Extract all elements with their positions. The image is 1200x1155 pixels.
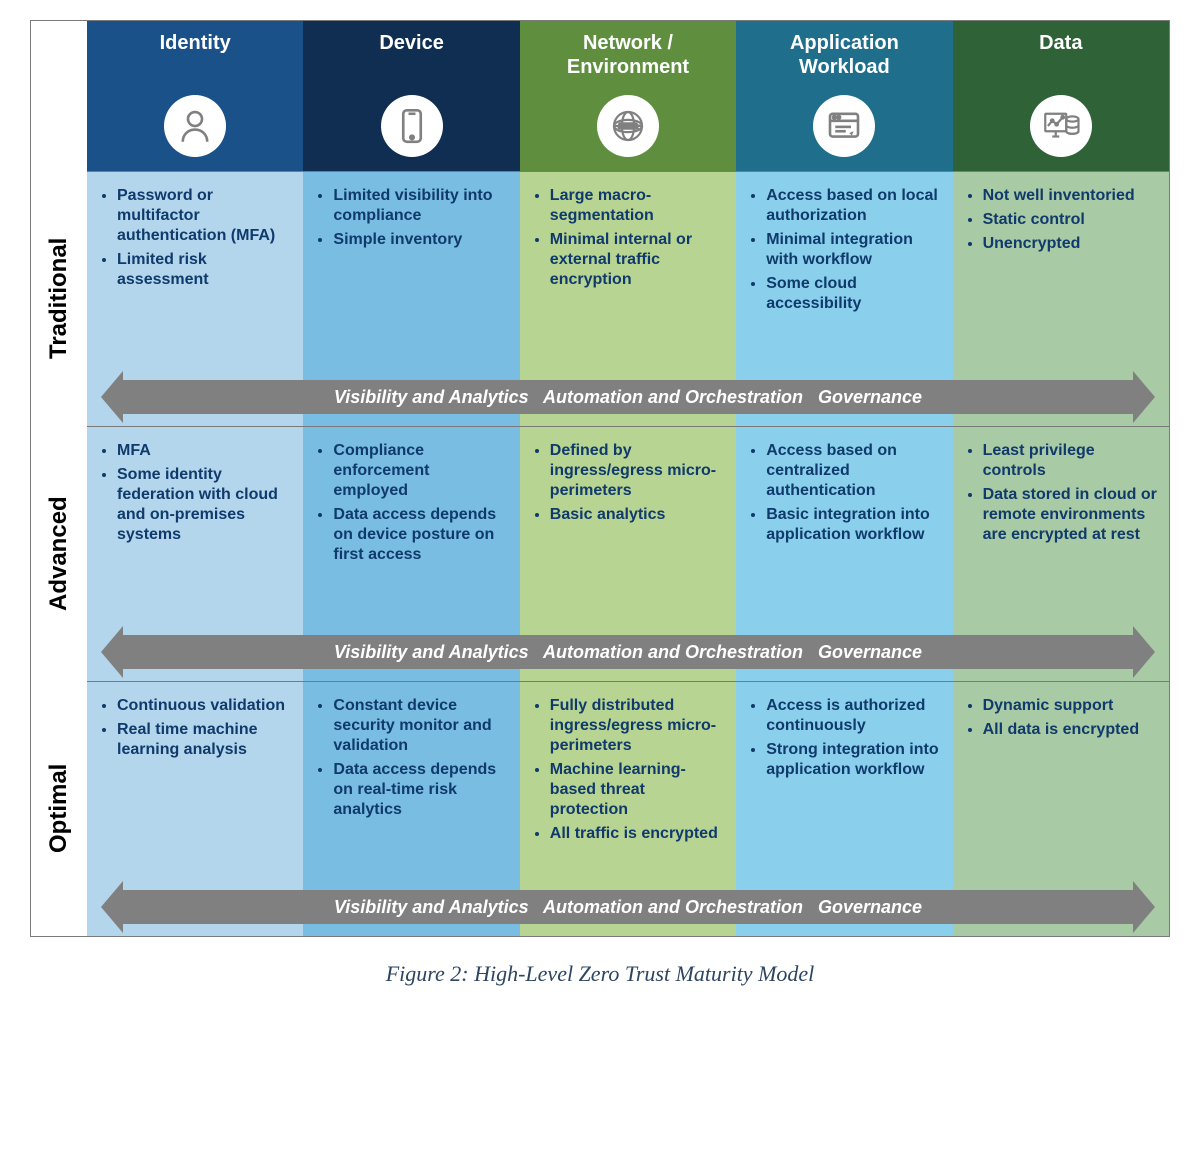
cell-traditional-data: Not well inventoried Static control Unencr…: [953, 171, 1169, 368]
col-title: Identity: [160, 31, 231, 79]
bullet: Limited visibility into compliance: [333, 186, 507, 226]
col-header-network: Network / Environment NETWORK: [520, 21, 736, 171]
bullet: Strong integration into application work…: [766, 740, 940, 780]
bullet: Continuous validation: [117, 696, 291, 716]
bullet: Unencrypted: [983, 234, 1157, 254]
bullet: Dynamic support: [983, 696, 1157, 716]
crosscut-part: Automation and Orchestration: [543, 387, 803, 407]
col-title: Data: [1039, 31, 1082, 79]
bullet: Data access depends on real-time risk an…: [333, 760, 507, 820]
bullet: Defined by ingress/egress micro-perimete…: [550, 441, 724, 501]
cell-optimal-identity: Continuous validation Real time machine l…: [87, 681, 303, 878]
bullet: Password or multifactor authentication (…: [117, 186, 291, 246]
col-header-data: Data: [953, 21, 1169, 171]
bullet: Real time machine learning analysis: [117, 720, 291, 760]
cell-traditional-device: Limited visibility into compliance Simple…: [303, 171, 519, 368]
bullet: Not well inventoried: [983, 186, 1157, 206]
crosscut-part: Automation and Orchestration: [543, 897, 803, 917]
crosscut-part: Visibility and Analytics: [334, 897, 529, 917]
cell-optimal-network: Fully distributed ingress/egress micro-p…: [520, 681, 736, 878]
bullet: Least privilege controls: [983, 441, 1157, 481]
cell-optimal-device: Constant device security monitor and val…: [303, 681, 519, 878]
phone-icon: [381, 95, 443, 157]
bullet: Data access depends on device posture on…: [333, 505, 507, 565]
crosscut-part: Visibility and Analytics: [334, 387, 529, 407]
bullet: Basic analytics: [550, 505, 724, 525]
cell-advanced-device: Compliance enforcement employedData acce…: [303, 426, 519, 623]
bullet: Some identity federation with cloud and …: [117, 465, 291, 545]
figure-caption: Figure 2: High-Level Zero Trust Maturity…: [20, 961, 1180, 987]
cell-traditional-identity: Password or multifactor authentication (…: [87, 171, 303, 368]
bullet: Large macro-segmentation: [550, 186, 724, 226]
crosscut-part: Automation and Orchestration: [543, 642, 803, 662]
row-label-advanced: Advanced: [31, 426, 87, 681]
row-label-optimal: Optimal: [31, 681, 87, 936]
bullet: Basic integration into application workf…: [766, 505, 940, 545]
bullet: Compliance enforcement employed: [333, 441, 507, 501]
bullet: Access is authorized continuously: [766, 696, 940, 736]
corner-spacer: [31, 21, 87, 171]
crosscut-arrow: Visibility and Analytics Automation and …: [123, 635, 1132, 669]
crosscut-arrow: Visibility and Analytics Automation and …: [123, 890, 1132, 924]
app-icon: [813, 95, 875, 157]
crosscut-text: Visibility and Analytics Automation and …: [334, 897, 922, 918]
chartdb-icon: [1030, 95, 1092, 157]
crosscut-part: Governance: [818, 387, 922, 407]
col-title: Device: [379, 31, 444, 79]
cell-optimal-app: Access is authorized continuouslyStrong …: [736, 681, 952, 878]
cell-advanced-data: Least privilege controlsData stored in c…: [953, 426, 1169, 623]
col-header-identity: Identity: [87, 21, 303, 171]
person-icon: [164, 95, 226, 157]
crosscut-text: Visibility and Analytics Automation and …: [334, 387, 922, 408]
svg-text:NETWORK: NETWORK: [619, 125, 638, 129]
cell-optimal-data: Dynamic support All data is encrypted: [953, 681, 1169, 878]
crosscut-part: Governance: [818, 897, 922, 917]
globe-icon: NETWORK: [597, 95, 659, 157]
crosscut-band-advanced: Visibility and Analytics Automation and …: [87, 623, 1169, 681]
bullet: Fully distributed ingress/egress micro-p…: [550, 696, 724, 756]
bullet: All data is encrypted: [983, 720, 1157, 740]
bullet: Static control: [983, 210, 1157, 230]
cell-advanced-network: Defined by ingress/egress micro-perimete…: [520, 426, 736, 623]
maturity-matrix: Identity Device Network / Environment NE…: [30, 20, 1170, 937]
crosscut-part: Governance: [818, 642, 922, 662]
bullet: Machine learning-based threat protection: [550, 760, 724, 820]
crosscut-band-traditional: Visibility and Analytics Automation and …: [87, 368, 1169, 426]
cell-traditional-network: Large macro-segmentationMinimal internal…: [520, 171, 736, 368]
col-header-device: Device: [303, 21, 519, 171]
bullet: MFA: [117, 441, 291, 461]
cell-advanced-identity: MFA Some identity federation with cloud a…: [87, 426, 303, 623]
bullet: Access based on centralized authenticati…: [766, 441, 940, 501]
row-label-traditional: Traditional: [31, 171, 87, 426]
bullet: Some cloud accessibility: [766, 274, 940, 314]
crosscut-part: Visibility and Analytics: [334, 642, 529, 662]
bullet: Constant device security monitor and val…: [333, 696, 507, 756]
col-title: Application Workload: [742, 31, 946, 79]
bullet: Data stored in cloud or remote environme…: [983, 485, 1157, 545]
crosscut-text: Visibility and Analytics Automation and …: [334, 642, 922, 663]
cell-advanced-app: Access based on centralized authenticati…: [736, 426, 952, 623]
col-header-app: Application Workload: [736, 21, 952, 171]
bullet: Access based on local authorization: [766, 186, 940, 226]
bullet: All traffic is encrypted: [550, 824, 724, 844]
bullet: Simple inventory: [333, 230, 507, 250]
col-title: Network / Environment: [526, 31, 730, 79]
crosscut-arrow: Visibility and Analytics Automation and …: [123, 380, 1132, 414]
cell-traditional-app: Access based on local authorizationMinim…: [736, 171, 952, 368]
bullet: Minimal internal or external traffic enc…: [550, 230, 724, 290]
crosscut-band-optimal: Visibility and Analytics Automation and …: [87, 878, 1169, 936]
bullet: Minimal integration with workflow: [766, 230, 940, 270]
bullet: Limited risk assessment: [117, 250, 291, 290]
